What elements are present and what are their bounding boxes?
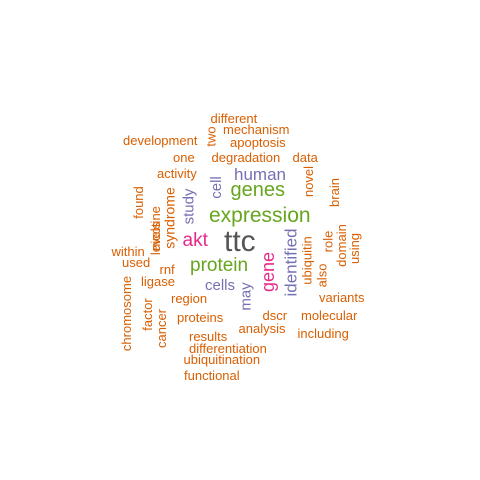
word-genes: genes [230,179,286,201]
word-ubiquitination: ubiquitination [183,351,261,367]
word-activity: activity [157,165,197,181]
word-analysis: analysis [238,320,286,336]
word-gene: gene [258,251,279,293]
word-region: region [171,290,208,306]
word-mechanism: mechanism [223,121,290,137]
word-syndrome: syndrome [161,187,178,249]
word-two: two [203,125,219,147]
word-akt: akt [182,229,208,251]
word-cancer: cancer [153,308,169,348]
word-study: study [180,188,198,224]
word-brain: brain [326,177,342,207]
word-ttc: ttc [224,225,256,258]
word-including: including [297,325,349,341]
word-used: used [122,254,151,270]
word-role: role [320,230,336,252]
word-factor: factor [139,297,155,331]
word-human: human [234,164,286,184]
word-functional: functional [184,367,240,383]
word-chromosome: chromosome [118,275,134,351]
word-molecular: molecular [301,307,358,323]
word-ligase: ligase [141,273,175,289]
word-data: data [292,149,318,165]
word-development: development [123,132,198,148]
word-variants: variants [319,289,365,305]
word-dscr: dscr [262,307,288,323]
word-results: results [189,328,228,344]
word-within: within [111,243,145,259]
word-found: found [130,185,146,219]
word-identified: identified [281,227,301,297]
word-may: may [237,281,255,311]
word-proteins: proteins [177,309,224,325]
word-different: different [210,110,258,126]
word-also: also [314,263,330,287]
word-domain: domain [333,223,349,267]
word-levels: levels [147,221,163,255]
word-expression: expression [209,203,311,227]
word-protein: protein [190,254,249,276]
word-rnf: rnf [159,261,175,277]
word-using: using [346,232,362,264]
word-one: one [173,149,195,165]
word-ubiquitin: ubiquitin [299,235,315,285]
word-differentiation: differentiation [189,340,267,356]
word-degradation: degradation [211,149,281,165]
word-apoptosis: apoptosis [230,134,286,150]
word-cell: cell [207,175,225,199]
word-novel: novel [300,165,316,197]
word-cells: cells [205,276,236,294]
